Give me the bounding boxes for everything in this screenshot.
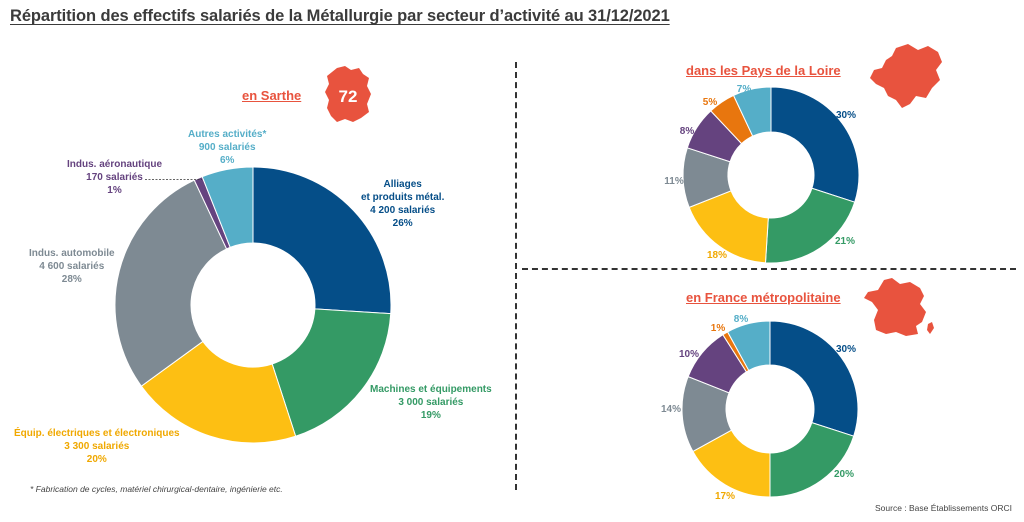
pct-label-autres: 7% [737, 84, 752, 95]
slice-autres [726, 320, 771, 372]
slice-autres [201, 166, 254, 249]
horizontal-divider [522, 268, 1016, 270]
slice-alliages [769, 320, 859, 437]
pays-de-la-loire-map-icon [870, 44, 942, 108]
pct-label-alliages: 30% [836, 344, 856, 355]
label-equip: Équip. électriques et électroniques 3 30… [14, 428, 180, 465]
pct-label-equip: 17% [715, 491, 735, 502]
slice-alliages [770, 86, 860, 203]
slice-autres [732, 86, 772, 137]
pdl-title: dans les Pays de la Loire [686, 63, 841, 78]
label-auto: Indus. automobile 4 600 salariés 28% [29, 248, 115, 285]
pct-label-autres: 8% [734, 314, 749, 325]
pct-label-auto: 11% [664, 176, 684, 187]
footnote: * Fabrication de cycles, matériel chirur… [30, 484, 283, 494]
pct-label-aero: 10% [679, 349, 699, 360]
pct-label-alliages: 30% [836, 110, 856, 121]
pct-label-machines: 20% [834, 469, 854, 480]
france-map-icon [864, 278, 934, 336]
france-title: en France métropolitaine [686, 290, 841, 305]
pct-label-equip: 18% [707, 250, 727, 261]
slice-machines [271, 308, 392, 437]
pct-label-autres-orange: 5% [703, 97, 718, 108]
slice-auto [114, 179, 228, 387]
slice-machines [769, 421, 855, 498]
pct-label-auto: 14% [661, 404, 681, 415]
label-alliages: Alliages et produits métal. 4 200 salari… [361, 179, 445, 229]
label-autres: Autres activités* 900 salariés 6% [188, 129, 267, 166]
page-title: Répartition des effectifs salariés de la… [10, 7, 670, 25]
label-aero: Indus. aéronautique 170 salariés 1% [67, 159, 163, 196]
pct-label-aero: 8% [680, 126, 695, 137]
label-machines: Machines et équipements 3 000 salariés 1… [370, 384, 492, 421]
sarthe-badge: 72 [339, 87, 358, 106]
slice-alliages [252, 166, 392, 315]
pct-label-autres-orange: 1% [711, 323, 726, 334]
pct-label-machines: 21% [835, 236, 855, 247]
vertical-divider [515, 62, 517, 490]
source-note: Source : Base Établissements ORCI [874, 503, 1012, 513]
sarthe-title: en Sarthe [242, 88, 302, 103]
sarthe-map-icon: 72 [325, 66, 371, 122]
slice-equip [140, 340, 297, 444]
